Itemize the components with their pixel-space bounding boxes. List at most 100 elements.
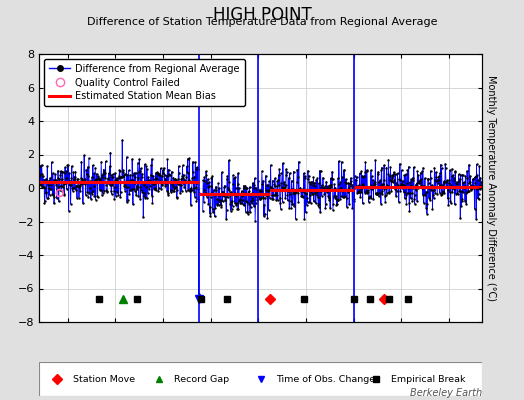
- Point: [367, 167, 375, 174]
- Point: [108, 174, 116, 180]
- Point: [187, 202, 195, 208]
- Point: [222, 207, 231, 214]
- Point: [386, 176, 394, 183]
- Point: [468, 176, 477, 182]
- Point: [314, 202, 322, 208]
- Point: [245, 184, 254, 190]
- Point: [173, 187, 181, 193]
- Point: [395, 199, 403, 205]
- Point: [110, 196, 118, 202]
- Point: [52, 182, 61, 189]
- Point: [96, 187, 105, 193]
- Point: [175, 181, 183, 187]
- Point: [315, 200, 324, 207]
- Point: [169, 182, 177, 189]
- Point: [180, 176, 189, 183]
- Point: [302, 190, 310, 197]
- Point: [405, 200, 413, 206]
- Point: [116, 168, 124, 174]
- Point: [440, 178, 448, 185]
- Point: [61, 164, 69, 170]
- Point: [47, 159, 56, 165]
- Point: [304, 167, 312, 174]
- Point: [390, 169, 398, 175]
- Point: [73, 176, 82, 182]
- Point: [124, 184, 133, 190]
- Point: [77, 181, 85, 187]
- Point: [276, 195, 284, 201]
- Point: [340, 167, 348, 173]
- Point: [258, 194, 267, 201]
- Point: [400, 182, 408, 188]
- Point: [120, 182, 128, 189]
- Point: [77, 174, 85, 181]
- Point: [84, 172, 93, 179]
- Point: [355, 187, 363, 194]
- Point: [180, 172, 188, 178]
- Point: [254, 192, 262, 199]
- Point: [227, 199, 235, 205]
- Point: [361, 159, 369, 165]
- Point: [350, 196, 358, 202]
- Point: [358, 200, 367, 206]
- Point: [235, 198, 244, 204]
- Point: [217, 197, 225, 203]
- Point: [212, 187, 221, 193]
- Point: [326, 205, 334, 212]
- Text: 1980: 1980: [292, 362, 320, 372]
- Point: [467, 187, 475, 193]
- Point: [249, 197, 257, 203]
- Point: [44, 178, 52, 185]
- Point: [57, 169, 66, 175]
- Point: [275, 172, 283, 178]
- Point: [54, 175, 62, 182]
- Point: [314, 194, 322, 200]
- Point: [371, 157, 379, 164]
- Point: [130, 188, 139, 194]
- Point: [427, 174, 435, 181]
- Point: [38, 170, 46, 177]
- Point: [239, 182, 248, 189]
- Point: [147, 192, 156, 199]
- Point: [363, 190, 372, 196]
- Point: [215, 185, 223, 192]
- Point: [440, 179, 448, 186]
- Point: [467, 186, 476, 192]
- Point: [230, 174, 238, 181]
- Point: [365, 195, 374, 201]
- Point: [343, 204, 351, 210]
- Point: [469, 176, 477, 182]
- Point: [64, 162, 72, 168]
- Point: [294, 158, 303, 165]
- Point: [235, 184, 243, 191]
- Point: [205, 179, 213, 186]
- Point: [286, 170, 294, 176]
- Point: [128, 156, 136, 162]
- Point: [146, 183, 154, 190]
- Point: [177, 179, 185, 186]
- Point: [361, 169, 369, 175]
- Point: [93, 193, 102, 200]
- Point: [157, 173, 166, 179]
- Point: [74, 182, 83, 188]
- Point: [49, 192, 58, 199]
- Point: [210, 186, 218, 193]
- Point: [279, 185, 288, 192]
- Point: [225, 192, 234, 198]
- Point: [190, 189, 198, 195]
- Point: [394, 170, 402, 176]
- Point: [325, 184, 333, 191]
- Point: [119, 168, 128, 175]
- Point: [206, 194, 215, 200]
- Point: [323, 183, 332, 189]
- Point: [238, 193, 247, 200]
- Point: [145, 186, 154, 192]
- Point: [118, 173, 127, 179]
- Point: [190, 174, 199, 180]
- Point: [457, 196, 466, 202]
- Point: [302, 202, 311, 208]
- Point: [91, 165, 100, 171]
- Point: [168, 168, 176, 175]
- Point: [358, 182, 366, 188]
- Point: [321, 183, 329, 190]
